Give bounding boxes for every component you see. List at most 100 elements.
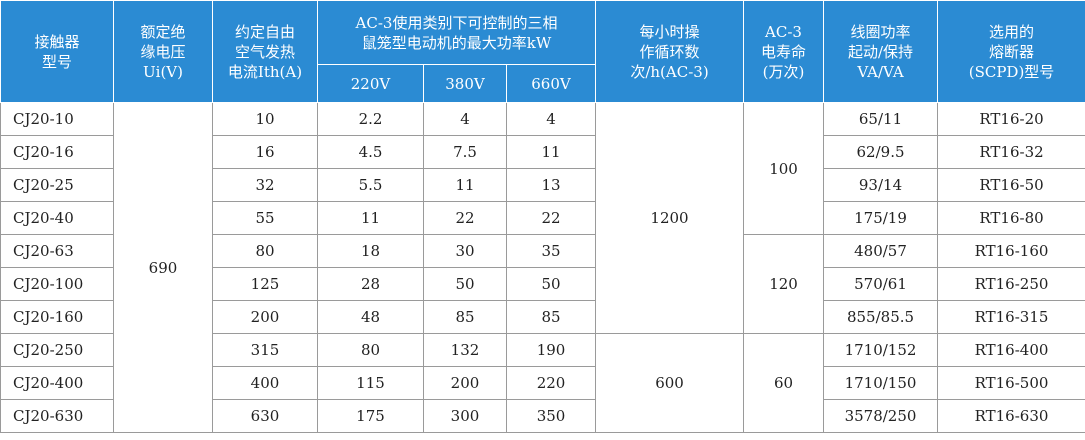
table-row: CJ20-630 630 175 300 350 3578/250 RT16-630	[0, 399, 1085, 433]
model-cell: CJ20-25	[0, 168, 114, 202]
text: 630	[250, 407, 280, 425]
ui-cell: 690	[113, 102, 213, 433]
text: 175/19	[854, 209, 907, 227]
value-cell: 2.2	[317, 102, 424, 136]
value-cell: 4	[423, 102, 507, 136]
model-cell: CJ20-100	[0, 267, 114, 301]
text: 220V	[350, 74, 391, 93]
header-cell: 线圈功率 起动/保持 VA/VA	[823, 0, 939, 103]
text: 350	[536, 407, 566, 425]
text: 80	[360, 341, 381, 359]
value-cell: 30	[423, 234, 507, 268]
header-cell: AC-3使用类别下可控制的三相 鼠笼型电动机的最大功率kW	[316, 0, 597, 65]
text: RT16-50	[979, 176, 1044, 194]
value-cell: 175	[317, 399, 424, 433]
fuse-cell: RT16-500	[937, 366, 1085, 400]
header-cell: 380V	[423, 64, 507, 103]
table-row: CJ20-16 16 4.5 7.5 11 62/9.5 RT16-32	[0, 135, 1085, 169]
text: 起动/保持	[847, 42, 914, 61]
text: 175	[356, 407, 385, 425]
text: 120	[769, 275, 798, 293]
text: 35	[541, 242, 561, 260]
model-cell: CJ20-250	[0, 333, 114, 367]
value-cell: 11	[423, 168, 507, 202]
header-cell: 接触器 型号	[0, 0, 114, 103]
model-cell: CJ20-160	[0, 300, 114, 334]
text: 48	[360, 308, 381, 326]
header-cell: 额定绝 缘电压 Ui(V)	[113, 0, 213, 103]
value-cell: 50	[423, 267, 507, 301]
coil-cell: 62/9.5	[823, 135, 939, 169]
fuse-cell: RT16-32	[937, 135, 1085, 169]
text: Ui(V)	[143, 62, 183, 81]
life-cell: 60	[743, 333, 825, 433]
text: RT16-400	[974, 341, 1049, 359]
text: 855/85.5	[846, 308, 915, 326]
value-cell: 4.5	[317, 135, 424, 169]
text: 接触器	[34, 32, 80, 51]
header-cell: 选用的 熔断器 (SCPD)型号	[937, 0, 1085, 103]
text: 11	[455, 176, 475, 194]
text: 690	[148, 258, 178, 277]
text: 22	[455, 209, 475, 227]
model-cell: CJ20-40	[0, 201, 114, 235]
text: 11	[360, 209, 381, 227]
text: RT16-80	[979, 209, 1044, 227]
header-cell: 约定自由 空气发热 电流Ith(A)	[212, 0, 318, 103]
cycles-cell: 600	[595, 333, 745, 433]
value-cell: 16	[212, 135, 318, 169]
value-cell: 220	[505, 366, 597, 400]
text: AC-3	[765, 22, 802, 41]
coil-cell: 65/11	[823, 102, 939, 136]
text: 85	[455, 308, 475, 326]
header-cell: AC-3 电寿命 (万次)	[743, 0, 825, 103]
value-cell: 190	[505, 333, 597, 367]
header-cell: 220V	[317, 64, 424, 103]
header-row: 接触器 型号 额定绝 缘电压 Ui(V) 约定自由 空气发热 电流Ith(A) AC-3使用类别…	[0, 0, 1085, 103]
text: CJ20-10	[13, 110, 74, 128]
text: 4	[460, 110, 470, 128]
value-cell: 350	[505, 399, 597, 433]
value-cell: 18	[317, 234, 424, 268]
value-cell: 115	[317, 366, 424, 400]
text: 3578/250	[844, 407, 917, 425]
text: 50	[541, 275, 561, 293]
text: 380V	[445, 74, 485, 93]
text: 选用的	[989, 22, 1035, 41]
value-cell: 400	[212, 366, 318, 400]
fuse-cell: RT16-20	[937, 102, 1085, 136]
life-cell: 100	[743, 102, 825, 235]
text: 1710/150	[844, 374, 917, 392]
header-row: 220V 380V 660V	[1, 64, 1085, 103]
text: 约定自由	[234, 22, 295, 41]
text: 1200	[650, 209, 689, 227]
text: 电流Ith(A)	[227, 62, 303, 81]
model-cell: CJ20-630	[0, 399, 114, 433]
text: 空气发热	[234, 42, 295, 61]
coil-cell: 1710/152	[823, 333, 939, 367]
value-cell: 132	[423, 333, 507, 367]
model-cell: CJ20-63	[0, 234, 114, 268]
fuse-cell: RT16-250	[937, 267, 1085, 301]
text: (SCPD)型号	[968, 62, 1055, 81]
text: 132	[450, 341, 480, 359]
model-cell: CJ20-400	[0, 366, 114, 400]
value-cell: 13	[505, 168, 597, 202]
text: 13	[541, 176, 561, 194]
text: 60	[773, 374, 794, 392]
value-cell: 200	[212, 300, 318, 334]
text: 鼠笼型电动机的最大功率kW	[361, 33, 552, 52]
text: CJ20-160	[13, 308, 84, 326]
coil-cell: 1710/150	[823, 366, 939, 400]
value-cell: 35	[505, 234, 597, 268]
text: 65/11	[858, 110, 903, 128]
text: RT16-315	[974, 308, 1049, 326]
text: 1710/152	[844, 341, 917, 359]
text: 190	[536, 341, 566, 359]
fuse-cell: RT16-50	[937, 168, 1085, 202]
value-cell: 10	[212, 102, 318, 136]
text: 315	[250, 341, 280, 359]
fuse-cell: RT16-400	[937, 333, 1085, 367]
text: 18	[360, 242, 381, 260]
